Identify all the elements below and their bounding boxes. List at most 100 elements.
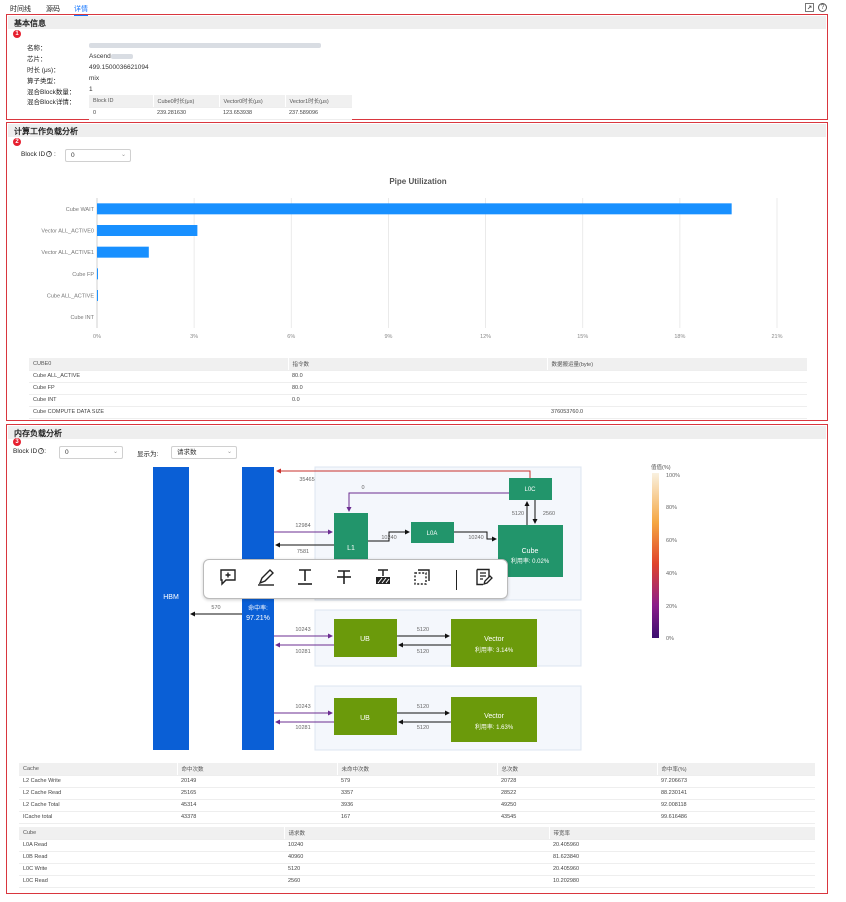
x-tick-label: 9%: [384, 334, 392, 340]
num-ub1-in: 10243: [295, 627, 310, 633]
num-ub1-vec: 5120: [417, 627, 429, 633]
table-cell: 80.0: [288, 370, 547, 383]
l0a-block: [411, 522, 454, 543]
toolbar-divider: [456, 570, 457, 590]
cache-table: Cache 命中次数 未命中次数 总次数 命中率(%) L2 Cache Wri…: [19, 763, 815, 824]
table-cell: 376053760.0: [547, 406, 807, 419]
compute-header: 计算工作负载分析: [8, 124, 826, 137]
l2-cache-block: [242, 467, 274, 750]
ub2-block: [334, 698, 397, 735]
cube-label: Cube: [522, 548, 539, 555]
tab-details[interactable]: 详情: [74, 4, 88, 16]
l1-label: L1: [347, 545, 355, 552]
field-duration-value: 499.1500036621094: [89, 64, 149, 71]
table-cell: 40960: [284, 851, 549, 864]
table-row: Cube ALL_ACTIVE 80.0: [29, 370, 807, 383]
bar: [97, 225, 198, 236]
table-cell: Cube FP: [29, 382, 288, 395]
y-category-label: Cube FP: [72, 272, 94, 278]
table-cell: L2 Cache Write: [19, 775, 177, 788]
table-row: L2 Cache Read 25165 3357 28522 88.230141: [19, 787, 815, 800]
help-icon[interactable]: ?: [818, 3, 827, 12]
chevron-down-icon: ⌄: [120, 152, 126, 158]
hbm-label: HBM: [163, 594, 179, 601]
table-cell: 25165: [177, 787, 337, 800]
table-cell: 28522: [497, 787, 657, 800]
bar: [97, 268, 98, 280]
table-header: Cache: [19, 763, 177, 776]
table-row: Cube INT 0.0: [29, 394, 807, 407]
table-header: Cube: [19, 827, 284, 840]
table-row: L0B Read 40960 81.623840: [19, 851, 815, 864]
table-cell: Cube ALL_ACTIVE: [29, 370, 288, 383]
field-chip-value: Ascend: [89, 53, 111, 60]
block-id-select[interactable]: 0 ⌄: [65, 149, 131, 162]
strikethrough-text-icon[interactable]: [332, 568, 356, 592]
mem-block-id-label: Block ID?:: [13, 448, 47, 455]
table-cell: 49250: [497, 799, 657, 812]
num-vec-ub1: 5120: [417, 649, 429, 655]
chevron-down-icon: ⌄: [226, 449, 232, 455]
x-tick-label: 0%: [93, 334, 101, 340]
table-cell: 0: [89, 107, 153, 120]
legend-tick: 80%: [666, 505, 677, 511]
table-cell: 92.008118: [657, 799, 815, 812]
table-header-row: Block ID Cube0时长(μs) Vector0时长(μs) Vecto…: [89, 95, 352, 108]
display-as-select[interactable]: 请求数 ⌄: [171, 446, 237, 459]
ub1-label: UB: [360, 636, 370, 643]
bar: [97, 290, 98, 301]
add-comment-icon[interactable]: [216, 568, 240, 592]
notes-icon[interactable]: [472, 568, 496, 592]
y-category-label: Vector ALL_ACTIVE0: [41, 229, 94, 235]
compute-title: 计算工作负载分析: [14, 127, 78, 136]
table-cell: 123.653938: [219, 107, 285, 120]
annotation-toolbar: [203, 559, 508, 599]
crop-select-icon[interactable]: [410, 568, 434, 592]
l2-hit-label: 命中率:: [248, 604, 268, 612]
table-cell: 10.202980: [549, 875, 815, 888]
compute-table: CUBE0 指令数 数据搬运量(byte) Cube ALL_ACTIVE 80.…: [29, 358, 807, 419]
table-header: 命中次数: [176, 763, 337, 776]
tab-source[interactable]: 源码: [46, 6, 60, 13]
table-row: L2 Cache Total 45314 3936 49250 92.008118: [19, 799, 815, 812]
legend-tick: 40%: [666, 571, 677, 577]
memory-workload-panel: 内存负载分析 3 Block ID?: 0 ⌄ 显示为: 请求数 ⌄ HBM 命中率…: [6, 424, 828, 894]
x-tick-label: 15%: [577, 334, 588, 340]
table-cell: L0B Read: [19, 851, 284, 864]
y-category-label: Cube INT: [70, 315, 94, 321]
num-l1-l0a: 10240: [381, 535, 396, 541]
highlight-pen-icon[interactable]: [254, 568, 278, 592]
table-cell: ICache total: [19, 811, 177, 824]
table-cell: 80.0: [288, 382, 547, 395]
memory-diagram: HBM 命中率: 97.21% L1 L0A L0C Cube 利用率: 0.0…: [153, 463, 680, 751]
table-header: 总次数: [496, 763, 657, 776]
table-row: L0A Read 10240 20.405960: [19, 839, 815, 852]
table-cell: 3936: [337, 799, 497, 812]
bar: [97, 246, 149, 258]
basic-info-header: 基本信息: [8, 16, 826, 29]
field-name-value-redacted: [89, 43, 321, 48]
table-row: L2 Cache Write 20149 579 20728 97.206673: [19, 775, 815, 788]
field-optype-label: 算子类型：: [27, 78, 60, 85]
mem-block-id-select[interactable]: 0 ⌄: [59, 446, 123, 459]
table-header: 命中率(%): [656, 763, 815, 776]
vector2-util: 利用率: 1.63%: [475, 723, 514, 731]
hbm-block: [153, 467, 189, 750]
table-cell: 88.230141: [657, 787, 815, 800]
fill-text-icon[interactable]: [371, 568, 395, 592]
num-vec-ub2: 5120: [417, 725, 429, 731]
compute-workload-panel: 计算工作负载分析 2 Block ID? : 0 ⌄ Pipe Utilizati…: [6, 122, 828, 421]
table-cell: L0A Read: [19, 839, 284, 852]
memory-header: 内存负载分析: [8, 426, 826, 439]
table-cell: L0C Read: [19, 875, 284, 888]
table-cell: 0.0: [288, 394, 547, 407]
vector2-label: Vector: [484, 713, 505, 720]
info-icon: ?: [46, 151, 53, 158]
table-header: 未命中次数: [336, 763, 497, 776]
field-blockcount-value: 1: [89, 86, 93, 93]
vector2-block: [451, 697, 537, 742]
export-icon[interactable]: [805, 3, 814, 12]
field-blockcount-label: 混合Block数量：: [27, 89, 76, 96]
underline-text-icon[interactable]: [293, 568, 317, 592]
tab-timeline[interactable]: 时间线: [10, 6, 31, 13]
